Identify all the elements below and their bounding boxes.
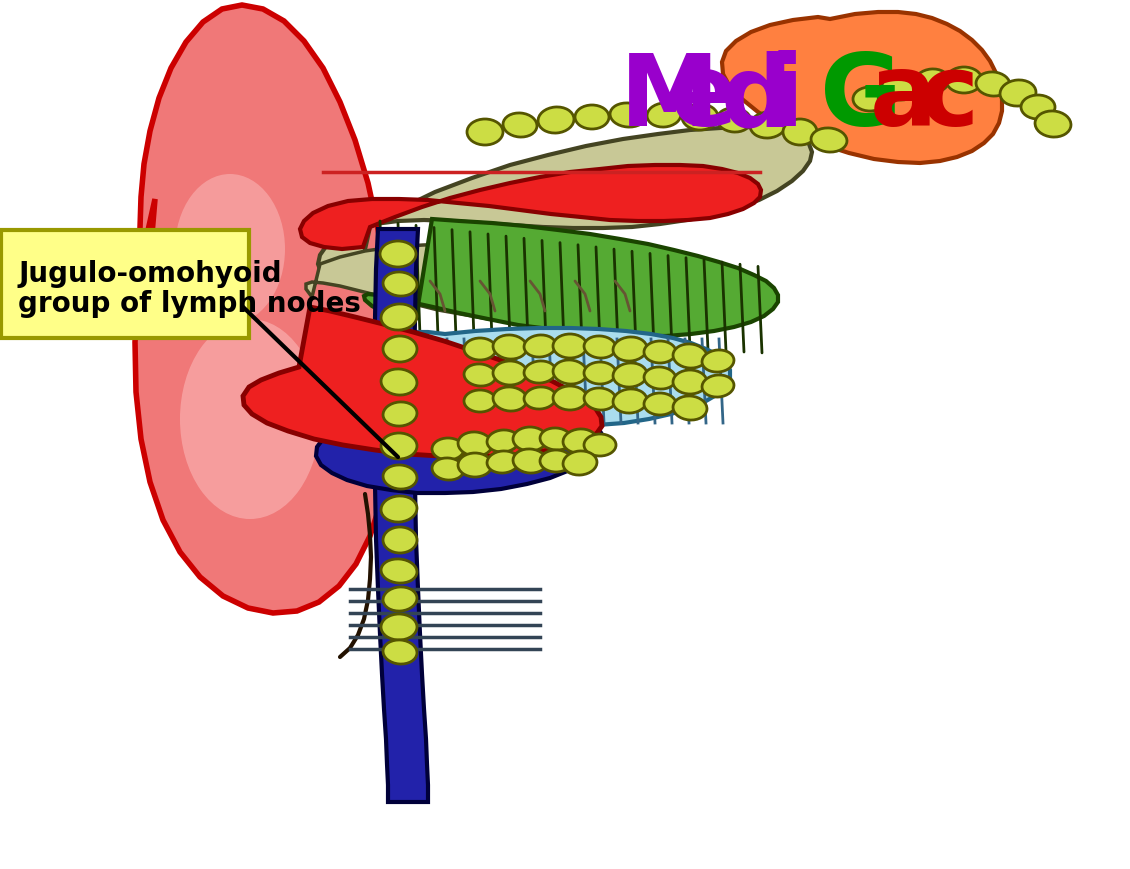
Ellipse shape <box>487 430 519 453</box>
Ellipse shape <box>383 640 417 664</box>
Ellipse shape <box>614 363 647 388</box>
Ellipse shape <box>383 273 417 296</box>
Ellipse shape <box>524 362 556 383</box>
Ellipse shape <box>458 433 492 456</box>
Ellipse shape <box>381 496 417 522</box>
Polygon shape <box>299 166 760 249</box>
Ellipse shape <box>883 75 918 101</box>
Ellipse shape <box>673 396 707 421</box>
Ellipse shape <box>811 129 848 153</box>
Ellipse shape <box>381 560 417 583</box>
Ellipse shape <box>540 428 572 450</box>
Ellipse shape <box>644 368 676 389</box>
Text: G: G <box>820 50 902 147</box>
Ellipse shape <box>487 451 519 474</box>
Ellipse shape <box>493 362 527 386</box>
Ellipse shape <box>563 429 597 454</box>
Ellipse shape <box>464 390 496 413</box>
Text: group of lymph nodes: group of lymph nodes <box>18 289 360 318</box>
Ellipse shape <box>673 370 707 395</box>
Ellipse shape <box>584 434 616 456</box>
Ellipse shape <box>175 175 285 325</box>
Ellipse shape <box>644 394 676 415</box>
Ellipse shape <box>432 439 464 461</box>
Ellipse shape <box>383 587 417 612</box>
Ellipse shape <box>702 375 734 398</box>
Ellipse shape <box>575 106 609 129</box>
Ellipse shape <box>614 389 647 414</box>
Ellipse shape <box>976 73 1010 97</box>
Ellipse shape <box>584 388 616 410</box>
Ellipse shape <box>383 527 417 554</box>
Polygon shape <box>722 13 1002 164</box>
Ellipse shape <box>563 451 597 475</box>
Ellipse shape <box>584 362 616 385</box>
Ellipse shape <box>946 68 982 94</box>
Ellipse shape <box>380 242 416 268</box>
Ellipse shape <box>610 103 646 128</box>
Text: M: M <box>620 50 720 147</box>
Polygon shape <box>364 220 777 336</box>
Ellipse shape <box>553 361 586 385</box>
Ellipse shape <box>584 336 616 359</box>
Ellipse shape <box>673 344 707 368</box>
Ellipse shape <box>750 113 786 139</box>
Ellipse shape <box>513 428 547 452</box>
Ellipse shape <box>524 335 556 358</box>
Ellipse shape <box>1022 96 1055 120</box>
Text: e: e <box>670 50 738 147</box>
Ellipse shape <box>718 109 751 133</box>
Ellipse shape <box>553 387 586 410</box>
Ellipse shape <box>458 454 492 477</box>
Ellipse shape <box>381 369 417 395</box>
Ellipse shape <box>783 120 817 146</box>
Ellipse shape <box>538 108 574 134</box>
Ellipse shape <box>464 339 496 361</box>
Polygon shape <box>318 128 812 282</box>
Ellipse shape <box>467 120 503 146</box>
Ellipse shape <box>381 434 417 460</box>
Polygon shape <box>374 229 428 802</box>
Ellipse shape <box>1035 112 1071 138</box>
Ellipse shape <box>493 388 527 412</box>
Polygon shape <box>134 6 393 614</box>
Ellipse shape <box>915 70 949 94</box>
Ellipse shape <box>524 388 556 409</box>
FancyBboxPatch shape <box>1 231 249 339</box>
Ellipse shape <box>383 402 417 427</box>
Text: i: i <box>770 50 805 147</box>
Text: Jugulo-omohyoid: Jugulo-omohyoid <box>18 260 281 288</box>
Polygon shape <box>243 308 602 457</box>
Ellipse shape <box>383 466 417 489</box>
Text: d: d <box>720 50 792 147</box>
Polygon shape <box>306 245 655 325</box>
Ellipse shape <box>432 459 464 481</box>
Ellipse shape <box>1000 81 1036 107</box>
Ellipse shape <box>513 449 547 474</box>
Ellipse shape <box>180 320 320 520</box>
Ellipse shape <box>853 88 887 112</box>
Ellipse shape <box>381 614 417 640</box>
Ellipse shape <box>614 337 647 362</box>
Ellipse shape <box>683 105 718 131</box>
Ellipse shape <box>644 342 676 363</box>
Ellipse shape <box>503 114 537 138</box>
Ellipse shape <box>553 335 586 359</box>
Text: a: a <box>870 50 938 147</box>
Ellipse shape <box>493 335 527 360</box>
Ellipse shape <box>381 305 417 331</box>
Polygon shape <box>316 414 603 494</box>
Ellipse shape <box>464 364 496 387</box>
Ellipse shape <box>540 450 572 473</box>
Ellipse shape <box>383 336 417 362</box>
Ellipse shape <box>647 103 681 128</box>
Polygon shape <box>340 328 730 427</box>
Ellipse shape <box>702 350 734 373</box>
Text: c: c <box>920 50 980 147</box>
